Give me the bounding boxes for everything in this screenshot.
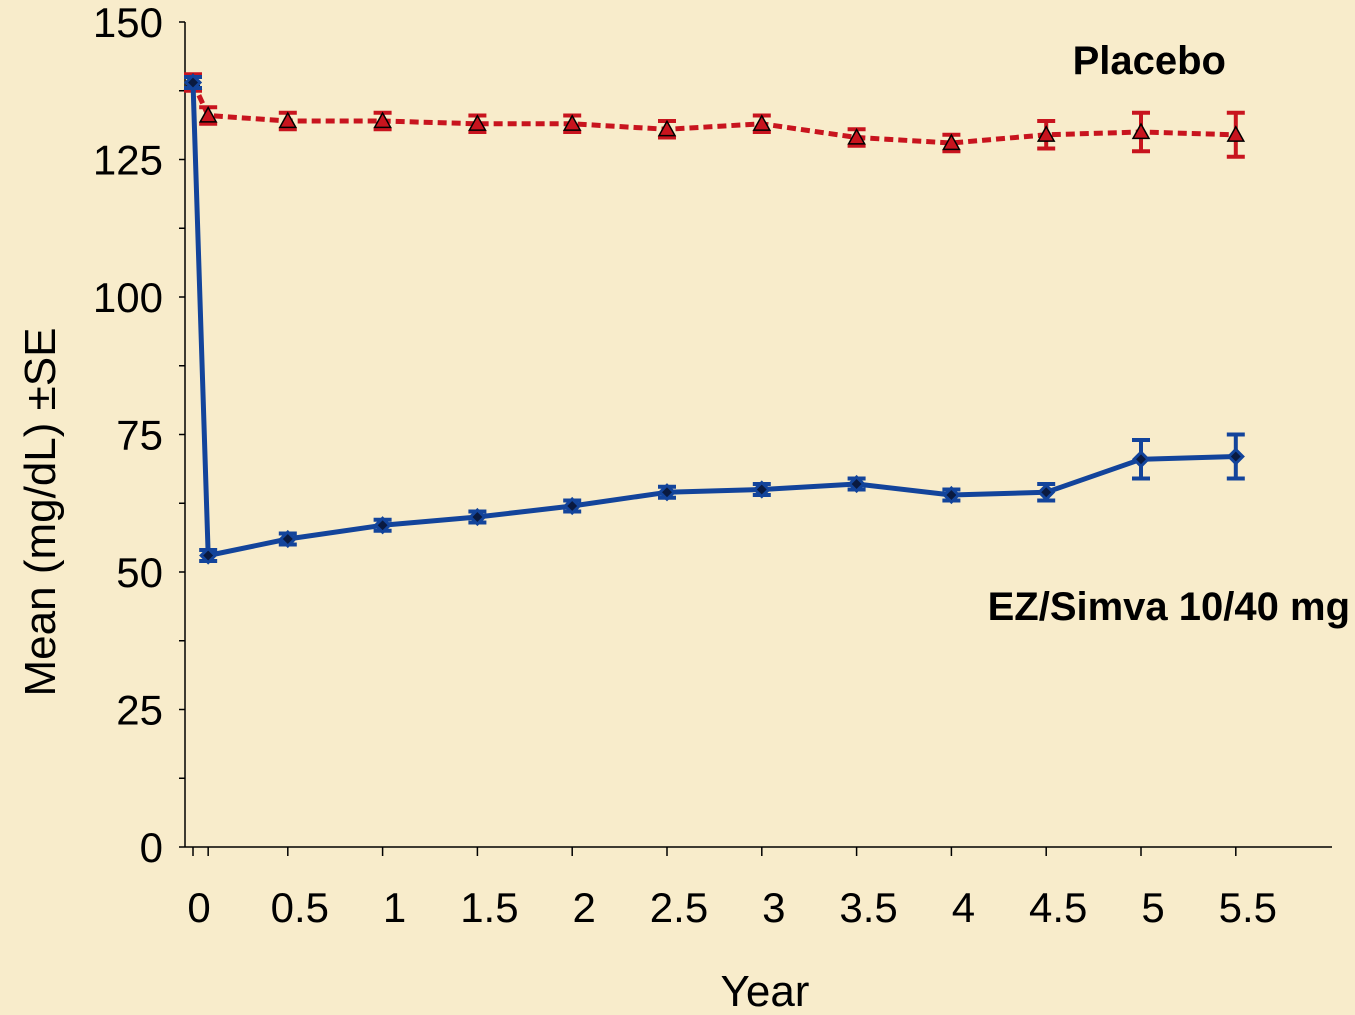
x-tick-label: 1.5 — [460, 884, 518, 931]
y-tick-label: 50 — [116, 549, 163, 596]
series-line — [193, 83, 1236, 144]
series-layer — [184, 74, 1245, 562]
x-tick-label: 2.5 — [650, 884, 708, 931]
data-point — [1133, 124, 1149, 138]
x-tick-label: 1 — [383, 884, 406, 931]
data-point — [1039, 485, 1053, 499]
y-axis-title: Mean (mg/dL) ±SE — [16, 328, 65, 697]
x-tick-label: 5 — [1141, 884, 1164, 931]
x-tick-label: 0.5 — [271, 884, 329, 931]
y-tick-label: 150 — [93, 0, 163, 46]
x-tick-label: 3.5 — [839, 884, 897, 931]
series-ez-simva — [184, 76, 1245, 563]
data-point — [659, 121, 675, 135]
series-line — [193, 83, 1236, 556]
axes: 0 25 50 75 100 125 150 0 0.5 1 1.5 2 2.5 3 3.5 4 4.5 5 5.5 — [93, 0, 1332, 931]
x-axis-title: Year — [721, 967, 810, 1015]
x-tick-label: 2 — [573, 884, 596, 931]
y-tick-label: 100 — [93, 274, 163, 321]
y-tick-label: 0 — [140, 824, 163, 871]
data-point — [280, 113, 296, 127]
series-label-placebo: Placebo — [1073, 39, 1226, 83]
y-tick-label: 75 — [116, 412, 163, 459]
data-point — [1228, 127, 1244, 141]
y-tick-label: 25 — [116, 687, 163, 734]
x-tick-label: 3 — [762, 884, 785, 931]
x-tick-label: 0 — [187, 884, 210, 931]
x-tick-label: 4 — [952, 884, 975, 931]
x-tick-label: 4.5 — [1029, 884, 1087, 931]
data-point — [1229, 450, 1243, 464]
series-placebo — [184, 74, 1245, 157]
data-point — [1134, 452, 1148, 466]
x-tick-label: 5.5 — [1219, 884, 1277, 931]
y-tick-label: 125 — [93, 137, 163, 184]
series-label-ez-simva: EZ/Simva 10/40 mg — [988, 585, 1350, 629]
data-point — [200, 108, 216, 122]
